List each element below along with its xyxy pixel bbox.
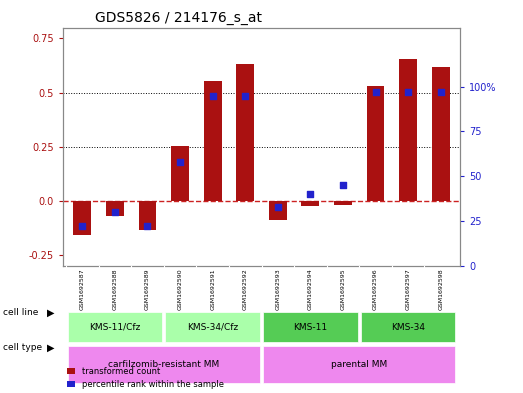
Bar <box>367 86 384 201</box>
Point <box>111 209 119 215</box>
Legend: transformed count, percentile rank within the sample: transformed count, percentile rank withi… <box>67 367 224 389</box>
Text: GSM1692593: GSM1692593 <box>275 268 280 310</box>
Bar <box>431 66 450 201</box>
Point <box>306 191 314 197</box>
Text: carfilzomib-resistant MM: carfilzomib-resistant MM <box>108 360 219 369</box>
Text: GSM1692596: GSM1692596 <box>373 268 378 310</box>
Text: GSM1692591: GSM1692591 <box>210 268 215 310</box>
Bar <box>236 64 254 201</box>
Bar <box>73 201 92 235</box>
FancyBboxPatch shape <box>361 312 456 342</box>
FancyBboxPatch shape <box>263 346 456 383</box>
Point <box>371 89 380 95</box>
Point <box>274 204 282 210</box>
Text: cell line: cell line <box>3 308 38 317</box>
FancyBboxPatch shape <box>263 312 358 342</box>
Text: KMS-34: KMS-34 <box>391 323 425 332</box>
Text: GSM1692595: GSM1692595 <box>340 268 346 310</box>
Text: KMS-11: KMS-11 <box>293 323 327 332</box>
Point <box>78 223 86 230</box>
Point <box>404 89 412 95</box>
Text: cell type: cell type <box>3 343 42 352</box>
Text: KMS-11/Cfz: KMS-11/Cfz <box>89 323 141 332</box>
Bar <box>171 146 189 201</box>
Bar <box>203 81 222 201</box>
Text: GSM1692587: GSM1692587 <box>80 268 85 310</box>
Text: parental MM: parental MM <box>331 360 388 369</box>
Text: GSM1692588: GSM1692588 <box>112 268 117 310</box>
Point <box>339 182 347 188</box>
Bar <box>139 201 156 230</box>
Text: GDS5826 / 214176_s_at: GDS5826 / 214176_s_at <box>95 11 262 25</box>
Text: GSM1692598: GSM1692598 <box>438 268 443 310</box>
FancyBboxPatch shape <box>67 312 162 342</box>
Bar <box>399 59 417 201</box>
Text: GSM1692592: GSM1692592 <box>243 268 248 310</box>
FancyBboxPatch shape <box>67 346 260 383</box>
Point <box>143 223 152 230</box>
Text: GSM1692589: GSM1692589 <box>145 268 150 310</box>
Bar <box>301 201 320 206</box>
Bar <box>106 201 124 216</box>
Text: ▶: ▶ <box>47 307 54 318</box>
Point <box>437 89 445 95</box>
Point <box>241 92 249 99</box>
Text: ▶: ▶ <box>47 343 54 353</box>
Text: GSM1692594: GSM1692594 <box>308 268 313 310</box>
Point <box>176 159 184 165</box>
Text: GSM1692597: GSM1692597 <box>406 268 411 310</box>
Text: KMS-34/Cfz: KMS-34/Cfz <box>187 323 238 332</box>
Point <box>209 92 217 99</box>
Bar <box>334 201 352 205</box>
Text: GSM1692590: GSM1692590 <box>177 268 183 310</box>
Bar <box>269 201 287 220</box>
FancyBboxPatch shape <box>165 312 260 342</box>
